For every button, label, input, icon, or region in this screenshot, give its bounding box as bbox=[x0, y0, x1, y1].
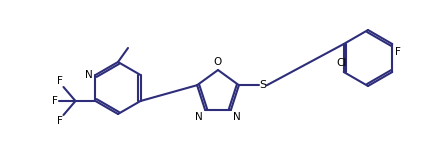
Text: F: F bbox=[52, 96, 57, 106]
Text: N: N bbox=[195, 112, 203, 122]
Text: S: S bbox=[259, 80, 266, 90]
Text: N: N bbox=[85, 70, 93, 80]
Text: F: F bbox=[56, 116, 63, 126]
Text: Cl: Cl bbox=[336, 58, 347, 68]
Text: F: F bbox=[56, 76, 63, 86]
Text: F: F bbox=[395, 47, 401, 57]
Text: O: O bbox=[214, 57, 222, 67]
Text: N: N bbox=[233, 112, 241, 122]
